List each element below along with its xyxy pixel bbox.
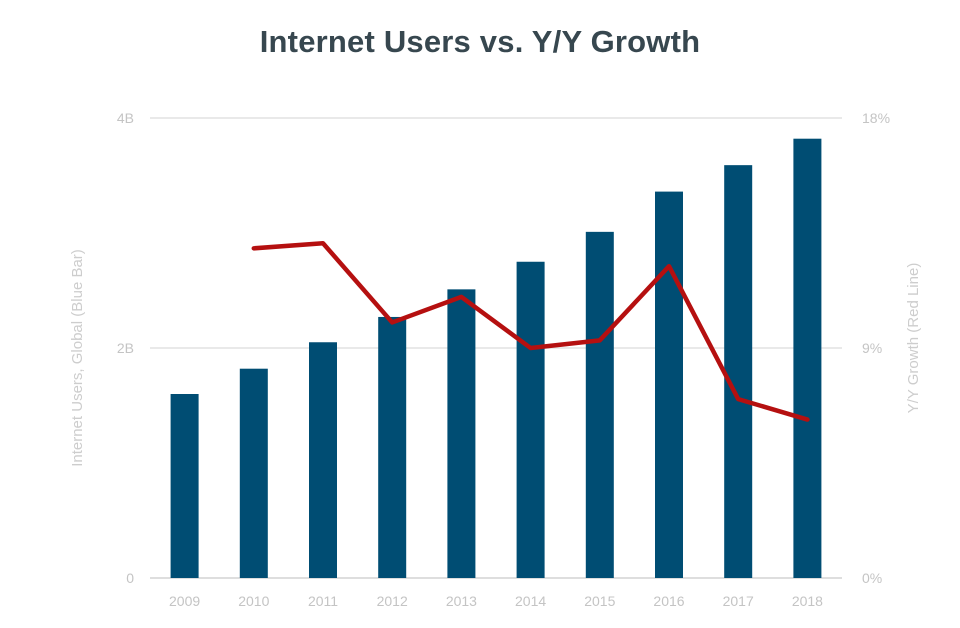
growth-point [252,246,256,250]
x-tick-label: 2009 [169,593,200,609]
y-left-tick-label: 4B [117,110,134,126]
growth-point [667,264,671,268]
x-tick-label: 2014 [515,593,546,609]
y-right-tick-label: 18% [862,110,890,126]
y-right-axis-ticks: 0% 9% 18% [862,110,890,586]
x-tick-label: 2012 [377,593,408,609]
bar [793,138,822,578]
growth-point [321,241,325,245]
chart-title: Internet Users vs. Y/Y Growth [259,24,701,59]
y-left-tick-label: 0 [126,570,134,586]
y-left-tick-label: 2B [117,340,134,356]
growth-point [736,397,740,401]
y-left-axis-ticks: 0 2B 4B [117,110,134,586]
bar [309,342,337,578]
x-tick-label: 2016 [653,593,684,609]
x-tick-label: 2011 [308,593,338,609]
y-left-axis-label: Internet Users, Global (Blue Bar) [69,249,86,467]
growth-point [598,338,602,342]
x-tick-label: 2010 [238,593,269,609]
bar [239,368,268,578]
bar [447,289,476,578]
growth-point [390,320,394,324]
x-tick-label: 2018 [792,593,823,609]
bar [170,394,199,578]
bar [724,165,753,578]
growth-point [459,295,463,299]
y-right-axis-label: Y/Y Growth (Red Line) [905,263,922,414]
x-axis-ticks: 2009 2010 2011 2012 2013 2014 2015 2016 2017 2018 [169,593,823,609]
x-tick-label: 2015 [584,593,615,609]
x-tick-label: 2017 [723,593,754,609]
bar [655,191,683,578]
growth-point [529,346,533,350]
x-tick-label: 2013 [446,593,477,609]
line-series [251,240,810,422]
bar-series [170,138,822,578]
bar [516,261,545,578]
growth-point [805,418,809,422]
bar [585,231,614,578]
y-right-tick-label: 9% [862,340,882,356]
y-right-tick-label: 0% [862,570,882,586]
bar [378,316,407,578]
